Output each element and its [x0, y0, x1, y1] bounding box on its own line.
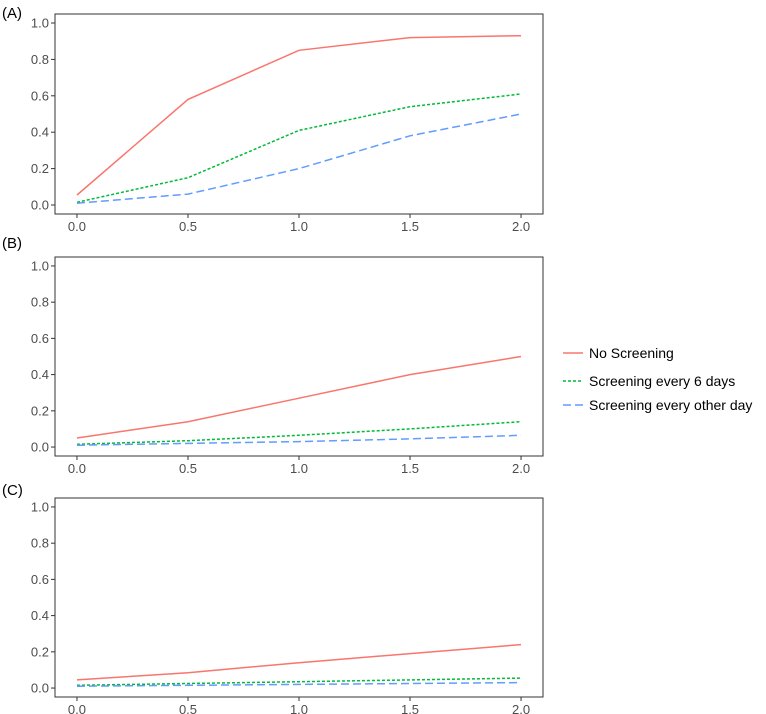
series-line-screening-every-6-days [76, 93, 522, 204]
x-tick-label: 0.0 [68, 702, 86, 714]
y-tick-label: 0.8 [31, 536, 49, 551]
x-tick-label: 0.0 [68, 219, 86, 234]
y-tick-label: 0.6 [31, 88, 49, 103]
panel-b: (B) 0.0 0.2 0.4 0.6 0.8 1.0 0.0 0.5 1.0 1.5 2.0 [2, 235, 544, 476]
x-tick-label: 1.5 [401, 461, 419, 476]
y-tick-label: 0.4 [31, 367, 49, 382]
x-tick-label: 2.0 [512, 219, 530, 234]
x-tick-label: 2.0 [512, 461, 530, 476]
x-tick-label: 1.0 [290, 219, 308, 234]
legend: No Screening Screening every 6 days Scre… [563, 345, 752, 413]
plot-frame [54, 13, 544, 215]
y-tick-label: 0.6 [31, 331, 49, 346]
panel-c-label: (C) [2, 482, 23, 499]
y-tick-label: 0.4 [31, 608, 49, 623]
x-tick-label: 2.0 [512, 702, 530, 714]
y-tick-label: 0.0 [31, 681, 49, 696]
x-tick-label: 1.5 [401, 702, 419, 714]
legend-item: No Screening [563, 345, 674, 361]
series-line-no-screening [76, 643, 522, 681]
x-tick-label: 1.0 [290, 461, 308, 476]
panel-a: (A) 0.0 0.2 0.4 0.6 0.8 1.0 0.0 0.5 1.0 1.5 2.0 [2, 5, 544, 234]
series-line-no-screening [76, 34, 522, 196]
y-tick-label: 0.2 [31, 403, 49, 418]
y-tick-label: 0.2 [31, 644, 49, 659]
panel-b-label: (B) [2, 235, 22, 252]
legend-item: Screening every 6 days [563, 373, 735, 389]
y-tick-label: 0.0 [31, 198, 49, 213]
y-tick-label: 0.6 [31, 572, 49, 587]
y-tick-label: 0.4 [31, 125, 49, 140]
x-tick-label: 0.0 [68, 461, 86, 476]
y-tick-label: 0.2 [31, 161, 49, 176]
legend-item: Screening every other day [563, 397, 752, 413]
x-tick-label: 0.5 [179, 461, 197, 476]
panel-a-label: (A) [2, 5, 22, 22]
series-line-screening-every-other-day [76, 681, 522, 687]
panel-b-axes: 0.0 0.2 0.4 0.6 0.8 1.0 0.0 0.5 1.0 1.5 2.0 [31, 256, 544, 476]
series-line-screening-every-other-day [76, 113, 522, 204]
plot-frame [54, 256, 544, 457]
series-line-screening-every-6-days [76, 420, 522, 446]
legend-label-screening-every-other-day: Screening every other day [589, 397, 752, 413]
y-tick-label: 1.0 [31, 258, 49, 273]
series-line-screening-every-6-days [76, 677, 522, 687]
x-tick-label: 1.0 [290, 702, 308, 714]
legend-label-no-screening: No Screening [589, 345, 674, 361]
x-tick-label: 1.5 [401, 219, 419, 234]
y-tick-label: 1.0 [31, 499, 49, 514]
y-tick-label: 0.8 [31, 52, 49, 67]
y-tick-label: 1.0 [31, 16, 49, 31]
legend-label-screening-every-6-days: Screening every 6 days [589, 373, 735, 389]
series-line-no-screening [76, 355, 522, 439]
panel-c-axes: 0.0 0.2 0.4 0.6 0.8 1.0 0.0 0.5 1.0 1.5 2.0 [31, 497, 544, 714]
y-tick-label: 0.0 [31, 440, 49, 455]
series-line-screening-every-other-day [76, 434, 522, 446]
y-tick-label: 0.8 [31, 295, 49, 310]
x-tick-label: 0.5 [179, 702, 197, 714]
panel-a-axes: 0.0 0.2 0.4 0.6 0.8 1.0 0.0 0.5 1.0 1.5 2.0 [31, 13, 544, 234]
x-tick-label: 0.5 [179, 219, 197, 234]
plot-frame [54, 497, 544, 698]
panel-c: (C) 0.0 0.2 0.4 0.6 0.8 1.0 0.0 0.5 1.0 1.5 2.0 [2, 482, 544, 714]
